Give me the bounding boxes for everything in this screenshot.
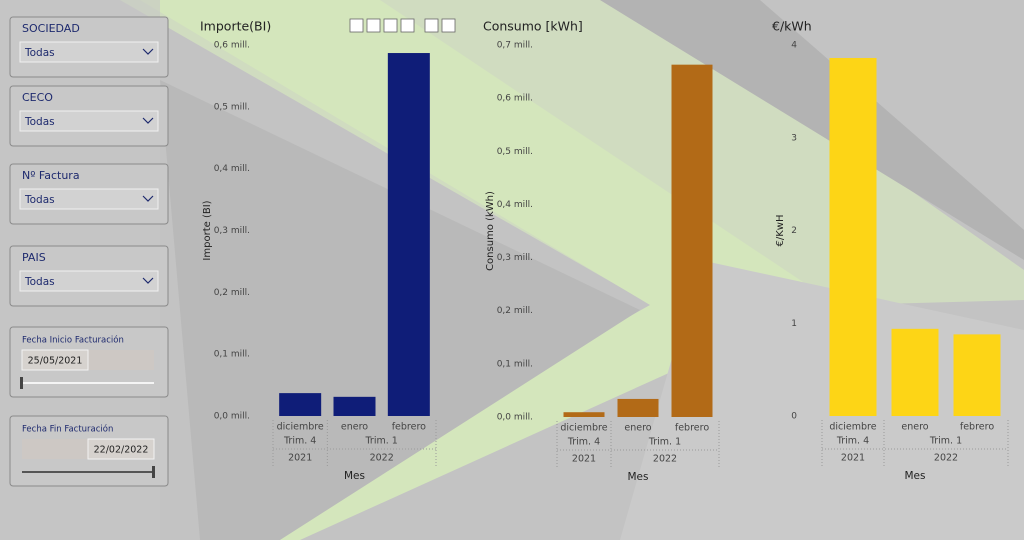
bar [671, 64, 713, 418]
icon-drill-up[interactable] [349, 18, 364, 33]
y-tick-label: 0,3 mill. [214, 226, 250, 236]
year-label: 2022 [934, 453, 958, 464]
bar [617, 398, 659, 417]
bar [891, 328, 939, 416]
chart: Consumo [kWh] Consumo (kWh) 0,0 mill. 0,1 m… [483, 19, 720, 483]
chart: €/kWh €/KwH 0 1 2 3 4 diciembre enero febrero Trim… [772, 19, 1009, 482]
icon-drill-down[interactable] [366, 18, 381, 33]
date-input-field[interactable] [87, 438, 155, 460]
icon-focus[interactable] [441, 18, 456, 33]
slicer-panel: SOCIEDAD Todas CECO Todas Nº Factura Todas PAI… [9, 16, 169, 487]
quarter-label: Trim. 1 [929, 436, 962, 447]
quarter-label: Trim. 4 [836, 436, 869, 447]
slicer-title: CECO [22, 91, 53, 104]
dropdown-arrow [142, 48, 154, 55]
date-input-field[interactable] [21, 349, 89, 371]
y-tick-label: 3 [791, 133, 797, 143]
dropdown-arrow [142, 195, 154, 202]
visual-header [349, 18, 456, 33]
bar [829, 57, 877, 417]
slicer-title: PAIS [22, 251, 46, 264]
quarter-label: Trim. 1 [648, 437, 681, 448]
year-label: 2021 [288, 453, 312, 464]
y-tick-label: 0,6 mill. [214, 41, 250, 51]
x-axis-title: Mes [344, 470, 365, 482]
year-label: 2021 [572, 454, 596, 465]
y-tick-label: 0,3 mill. [497, 253, 533, 263]
dropdown-value: Todas [24, 276, 55, 288]
chart-title: Importe(BI) [200, 19, 271, 34]
y-tick-label: 0,5 mill. [497, 147, 533, 157]
x-tick-label: febrero [960, 422, 994, 433]
quarter-label: Trim. 4 [567, 437, 600, 448]
x-tick-label: enero [901, 422, 928, 433]
year-label: 2021 [841, 453, 865, 464]
x-tick-label: diciembre [277, 422, 324, 433]
x-tick-label: febrero [675, 423, 709, 434]
quarter-label: Trim. 4 [283, 436, 316, 447]
x-axis-title: Mes [628, 471, 649, 483]
dropdown[interactable] [19, 41, 159, 63]
y-tick-label: 0,1 mill. [497, 359, 533, 369]
y-tick-label: 0,6 mill. [497, 94, 533, 104]
slicer-title: SOCIEDAD [22, 22, 80, 35]
y-tick-label: 0,1 mill. [214, 350, 250, 360]
date-value: 22/02/2022 [94, 445, 149, 456]
y-tick-label: 0,0 mill. [214, 412, 250, 422]
y-tick-label: 0,5 mill. [214, 102, 250, 112]
slicer-title: Nº Factura [22, 169, 80, 182]
y-tick-label: 0,4 mill. [497, 200, 533, 210]
icon-next-level[interactable] [383, 18, 398, 33]
icon-expand[interactable] [400, 18, 415, 33]
y-tick-label: 0,7 mill. [497, 41, 533, 51]
y-tick-label: 0,4 mill. [214, 164, 250, 174]
x-tick-label: enero [624, 423, 651, 434]
y-tick-label: 4 [791, 41, 797, 51]
dropdown-value: Todas [24, 47, 55, 59]
dropdown[interactable] [19, 188, 159, 210]
quarter-label: Trim. 1 [365, 436, 398, 447]
slider-handle[interactable] [152, 466, 155, 478]
x-tick-label: febrero [392, 422, 426, 433]
y-tick-label: 0,0 mill. [497, 413, 533, 423]
dropdown-arrow [142, 117, 154, 124]
y-axis-title: €/KwH [775, 215, 786, 247]
bar [953, 334, 1001, 416]
y-axis-title: Consumo (kWh) [485, 191, 496, 271]
y-tick-label: 0,2 mill. [214, 288, 250, 298]
chart-title: €/kWh [772, 19, 812, 34]
y-tick-label: 2 [791, 226, 797, 236]
dropdown-arrow [142, 277, 154, 284]
x-axis-title: Mes [905, 470, 926, 482]
x-tick-label: enero [341, 422, 368, 433]
bar [563, 412, 605, 417]
bar [279, 393, 322, 416]
y-tick-label: 0,2 mill. [497, 306, 533, 316]
dropdown-value: Todas [24, 116, 55, 128]
icon-filter[interactable] [424, 18, 439, 33]
slider-handle[interactable] [20, 377, 23, 389]
y-tick-label: 0 [791, 412, 797, 422]
slicer-title: Fecha Inicio Facturación [22, 335, 124, 346]
x-tick-label: diciembre [560, 423, 607, 434]
dropdown-value: Todas [24, 194, 55, 206]
year-label: 2022 [653, 454, 677, 465]
chart-title: Consumo [kWh] [483, 19, 583, 34]
year-label: 2022 [370, 453, 394, 464]
bar [333, 396, 376, 416]
dropdown[interactable] [19, 270, 159, 292]
dropdown[interactable] [19, 110, 159, 132]
slicer-title: Fecha Fin Facturación [22, 424, 113, 435]
x-tick-label: diciembre [829, 422, 876, 433]
charts: Importe(BI) Importe (BI) 0,0 mill. 0,1 mill… [200, 19, 1009, 483]
y-tick-label: 1 [791, 319, 797, 329]
bar [387, 53, 430, 417]
y-axis-title: Importe (BI) [202, 200, 213, 260]
chart: Importe(BI) Importe (BI) 0,0 mill. 0,1 mill… [200, 19, 437, 482]
date-value: 25/05/2021 [28, 356, 83, 367]
